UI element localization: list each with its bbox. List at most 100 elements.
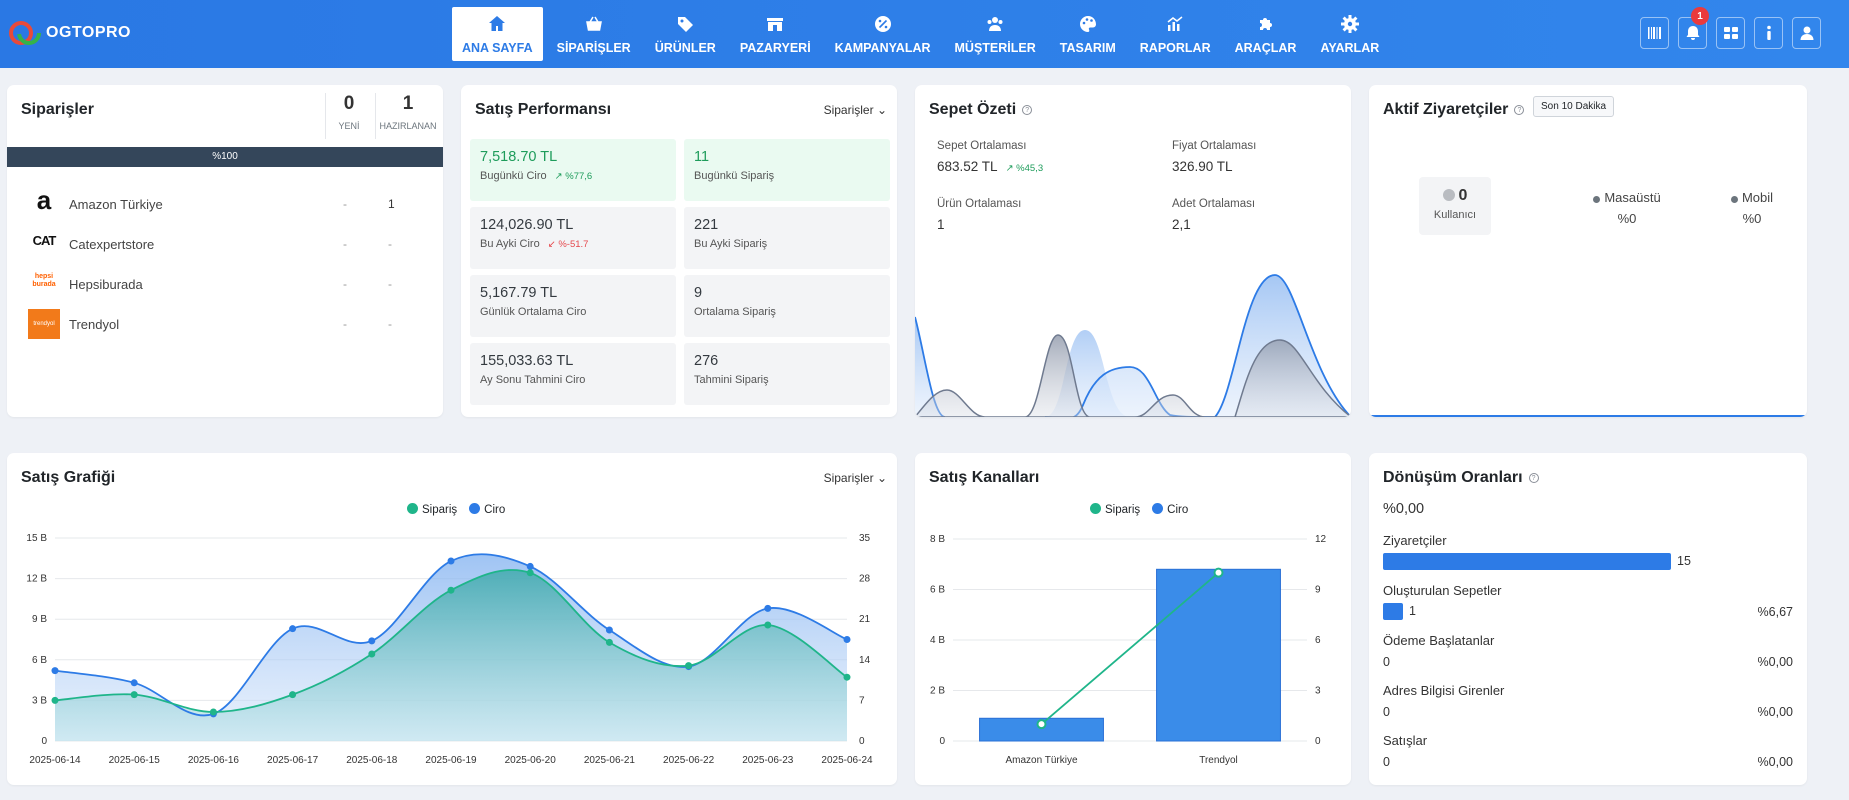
visitors-title-text: Aktif Ziyaretçiler xyxy=(1383,101,1509,118)
siparis-point[interactable] xyxy=(209,708,217,716)
siparis-point[interactable] xyxy=(1036,719,1047,730)
legend-item-ciro[interactable]: Ciro xyxy=(1152,503,1188,516)
legend-item-ciro[interactable]: Ciro xyxy=(469,503,505,516)
siparis-point[interactable] xyxy=(130,691,138,699)
tile-label-row: Bugünkü Sipariş xyxy=(694,170,880,182)
help-icon[interactable]: ? xyxy=(1514,105,1525,115)
cart-stat-label: Adet Ortalaması xyxy=(1172,198,1256,210)
sales-chart-dropdown[interactable]: Siparişler ⌄ xyxy=(824,471,887,485)
cart-trend-chart xyxy=(915,274,1351,417)
new-orders-stat[interactable]: 0 YENİ xyxy=(325,93,373,131)
legend-item-siparis[interactable]: Sipariş xyxy=(407,503,457,516)
sales-chart: 0 0 3 B 7 6 B 14 9 B 21 12 B 28 15 B 35 2025-06-14 20… xyxy=(26,533,873,766)
prep-orders-stat[interactable]: 1 HAZIRLANAN xyxy=(375,93,441,131)
barcode-button[interactable] xyxy=(1640,17,1669,49)
x-tick: Amazon Türkiye xyxy=(1005,755,1078,766)
nav-tasarim[interactable]: TASARIM xyxy=(1050,7,1126,61)
marketplace-name: Trendyol xyxy=(69,317,120,332)
performance-tile[interactable]: 7,518.70 TL Bugünkü Ciro ↗ %77,6 xyxy=(470,139,676,201)
marketplace-prep-count: 1 xyxy=(388,197,395,211)
ciro-point[interactable] xyxy=(130,679,138,687)
funnel-percent: %0,00 xyxy=(1757,655,1793,669)
ciro-point[interactable] xyxy=(764,604,772,612)
main-nav: ANA SAYFA SİPARİŞLER ÜRÜNLER PAZARYERİ KAMPA… xyxy=(452,7,1393,61)
legend-label: Sipariş xyxy=(1105,504,1141,516)
nav-ana-sayfa[interactable]: ANA SAYFA xyxy=(452,7,543,61)
tile-value: 221 xyxy=(694,217,719,233)
ciro-point[interactable] xyxy=(368,637,376,645)
ciro-point[interactable] xyxy=(526,562,534,570)
users-icon xyxy=(985,14,1005,41)
legend-dot xyxy=(469,503,481,514)
time-window-badge[interactable]: Son 10 Dakika xyxy=(1533,96,1615,117)
ciro-point[interactable] xyxy=(289,625,297,633)
nav-kampanyalar[interactable]: KAMPANYALAR xyxy=(825,7,941,61)
siparis-point[interactable] xyxy=(1213,567,1224,578)
apps-button[interactable] xyxy=(1716,17,1745,49)
siparis-point[interactable] xyxy=(368,650,376,658)
siparis-point[interactable] xyxy=(764,621,772,629)
performance-tile[interactable]: 5,167.79 TL Günlük Ortalama Ciro xyxy=(470,275,676,337)
ciro-bar[interactable] xyxy=(979,717,1104,742)
tile-label-row: Bu Ayki Sipariş xyxy=(694,238,880,250)
nav-ayarlar[interactable]: AYARLAR xyxy=(1310,7,1389,61)
tile-label-row: Bu Ayki Ciro ↙ %-51.7 xyxy=(480,238,666,250)
conversion-title-text: Dönüşüm Oranları xyxy=(1383,469,1523,486)
ciro-point[interactable] xyxy=(447,557,455,565)
nav-si̇pari̇şler[interactable]: SİPARİŞLER xyxy=(547,7,641,61)
siparis-point[interactable] xyxy=(289,691,297,699)
x-tick: 2025-06-21 xyxy=(584,755,636,766)
performance-tile[interactable]: 155,033.63 TL Ay Sonu Tahmini Ciro xyxy=(470,343,676,405)
info-button[interactable] xyxy=(1754,17,1783,49)
performance-tile[interactable]: 276 Tahmini Sipariş xyxy=(684,343,890,405)
marketplace-row[interactable]: a Amazon Türkiye - 1 xyxy=(7,187,443,221)
nav-pazaryeri̇[interactable]: PAZARYERİ xyxy=(730,7,821,61)
sales-performance-dropdown[interactable]: Siparişler ⌄ xyxy=(824,103,887,117)
top-navbar: OGTOPRO ANA SAYFA SİPARİŞLER ÜRÜNLER PAZARY… xyxy=(0,0,1849,68)
marketplace-row[interactable]: CAT Catexpertstore - - xyxy=(7,227,443,261)
siparis-point[interactable] xyxy=(685,662,693,670)
help-icon[interactable]: ? xyxy=(1022,105,1033,115)
performance-tile[interactable]: 221 Bu Ayki Sipariş xyxy=(684,207,890,269)
help-icon[interactable]: ? xyxy=(1528,473,1539,483)
marketplace-row[interactable]: trendyol Trendyol - - xyxy=(7,307,443,341)
tile-value: 7,518.70 TL xyxy=(480,149,558,165)
siparis-point[interactable] xyxy=(447,586,455,594)
siparis-point[interactable] xyxy=(843,673,851,681)
marketplace-row[interactable]: hepsi burada Hepsiburada - - xyxy=(7,267,443,301)
ciro-point[interactable] xyxy=(605,626,613,634)
tile-label: Bu Ayki Ciro xyxy=(480,238,540,250)
siparis-point[interactable] xyxy=(51,696,59,704)
siparis-point[interactable] xyxy=(605,638,613,646)
tile-value: 11 xyxy=(694,149,710,165)
nav-raporlar[interactable]: RAPORLAR xyxy=(1130,7,1221,61)
grid-icon xyxy=(1723,27,1738,39)
y-right-tick: 35 xyxy=(859,533,871,544)
prep-orders-count: 1 xyxy=(402,93,414,114)
legend-label: Ciro xyxy=(484,504,506,516)
y-left-tick: 8 B xyxy=(930,534,945,545)
siparis-point[interactable] xyxy=(526,569,534,577)
nav-label: PAZARYERİ xyxy=(739,40,811,55)
nav-müşteri̇ler[interactable]: MÜŞTERİLER xyxy=(945,7,1046,61)
brand-name: OGTOPRO xyxy=(46,24,131,41)
brand-logo[interactable]: OGTOPRO xyxy=(8,20,131,46)
desktop-label: Masaüstü xyxy=(1604,190,1661,205)
performance-tile[interactable]: 11 Bugünkü Sipariş xyxy=(684,139,890,201)
nav-ürünler[interactable]: ÜRÜNLER xyxy=(645,7,726,61)
cart-stat-value: 1 xyxy=(937,217,945,232)
y-right-tick: 28 xyxy=(859,574,871,585)
ciro-point[interactable] xyxy=(51,667,59,675)
legend-item-siparis[interactable]: Sipariş xyxy=(1090,503,1140,516)
marketplace-name: Hepsiburada xyxy=(69,277,143,292)
profile-button[interactable] xyxy=(1792,17,1821,49)
orders-progress-bar: %100 xyxy=(7,147,443,167)
nav-araçlar[interactable]: ARAÇLAR xyxy=(1225,7,1307,61)
ciro-point[interactable] xyxy=(843,636,851,643)
performance-tile[interactable]: 9 Ortalama Sipariş xyxy=(684,275,890,337)
funnel-percent: %0,00 xyxy=(1757,755,1793,769)
cart-summary-title: Sepet Özeti? xyxy=(929,101,1033,119)
performance-tile[interactable]: 124,026.90 TL Bu Ayki Ciro ↙ %-51.7 xyxy=(470,207,676,269)
ciro-bar[interactable] xyxy=(1156,568,1281,742)
notifications-button[interactable]: 1 xyxy=(1678,7,1709,49)
